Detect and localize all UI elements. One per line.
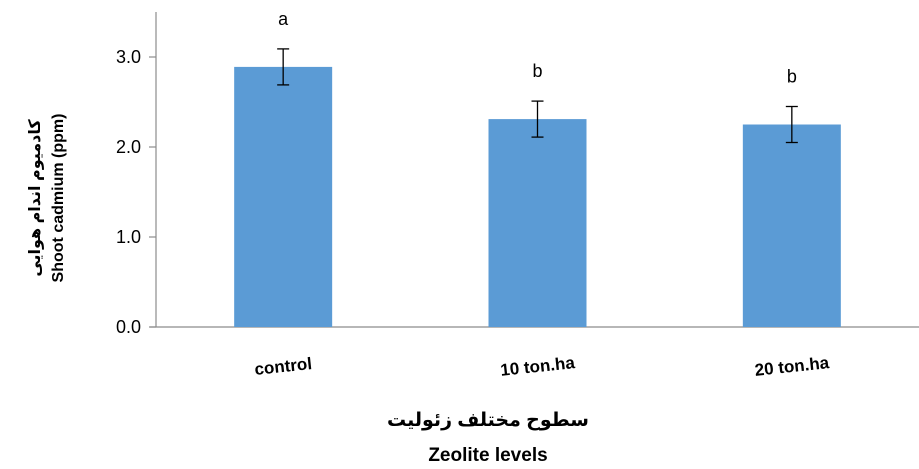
x-axis-title-persian: سطوح مختلف زئولیت bbox=[387, 410, 589, 431]
bar bbox=[742, 124, 841, 327]
bar bbox=[234, 66, 333, 328]
significance-label: a bbox=[278, 9, 289, 29]
bar bbox=[488, 119, 587, 327]
bars bbox=[234, 66, 841, 328]
y-ticks: 0.0 1.0 2.0 3.0 bbox=[116, 47, 156, 337]
y-tick-label: 2.0 bbox=[116, 137, 141, 157]
y-tick-label: 0.0 bbox=[116, 317, 141, 337]
y-tick-label: 3.0 bbox=[116, 47, 141, 67]
y-axis-title: Shoot cadmium (ppm) bbox=[50, 114, 67, 283]
x-axis-title: Zeolite levels bbox=[428, 445, 547, 466]
category-label: 10 ton.ha bbox=[499, 353, 576, 380]
category-label: 20 ton.ha bbox=[754, 353, 831, 380]
significance-label: b bbox=[787, 67, 797, 87]
error-bars bbox=[277, 48, 798, 144]
y-tick-label: 1.0 bbox=[116, 227, 141, 247]
category-labels: control 10 ton.ha 20 ton.ha bbox=[254, 353, 831, 380]
category-label: control bbox=[254, 354, 313, 379]
significance-labels: a b b bbox=[278, 9, 797, 87]
y-axis-title-persian: کادمیوم اندام هوایی bbox=[27, 119, 44, 277]
significance-label: b bbox=[532, 61, 542, 81]
